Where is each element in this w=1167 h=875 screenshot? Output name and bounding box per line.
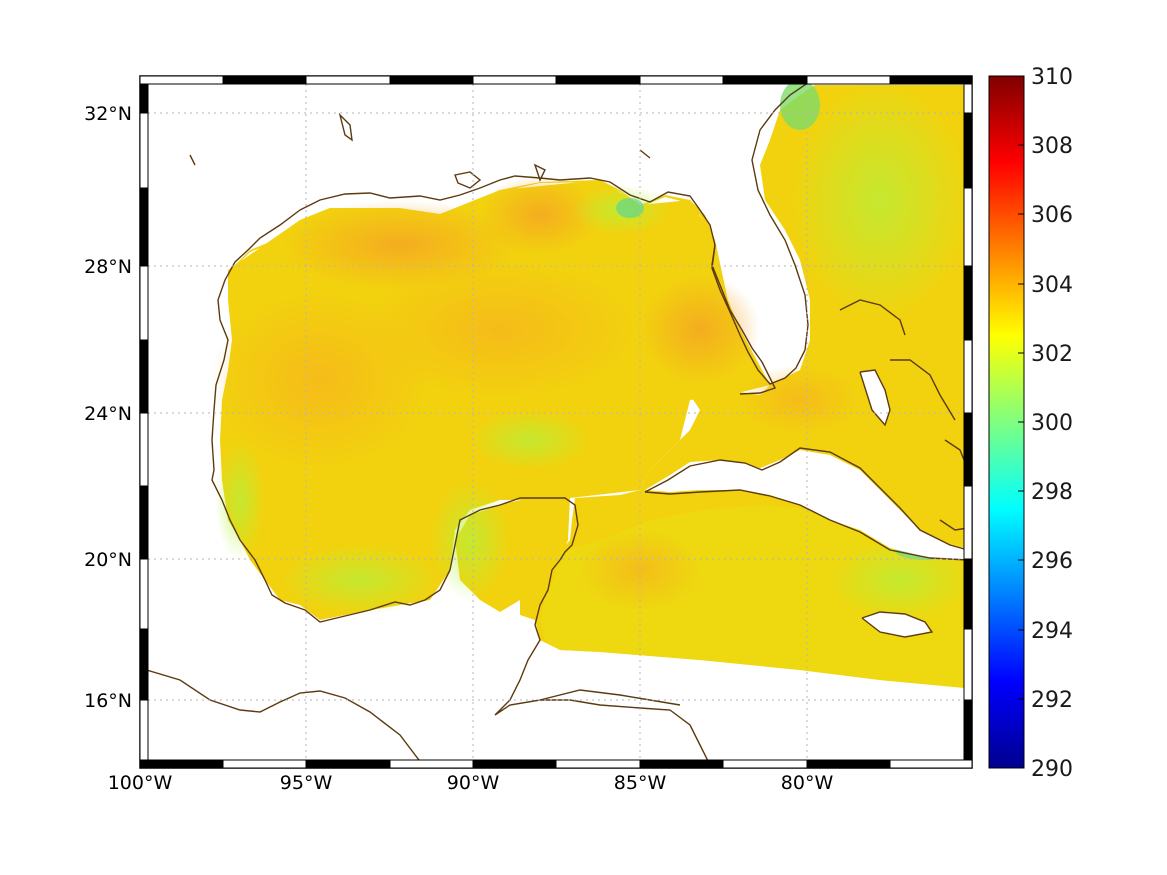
coastline-bahamas [839,299,969,471]
x-axis-labels: 100°W 95°W 90°W 85°W 80°W [108,772,834,794]
graticule [148,84,964,760]
coastline-gulf [140,667,426,768]
x-tick-label: 80°W [781,772,834,794]
x-tick-label: 85°W [614,772,667,794]
frame-right [963,83,973,760]
map-frame [139,75,973,769]
y-axis-labels: 32°N 28°N 24°N 20°N 16°N [84,103,132,712]
colorbar-tick-label: 310 [1031,65,1073,90]
land-bahamas [860,370,890,425]
colorbar-tick-label: 292 [1031,688,1073,713]
colorbar-tick-label: 290 [1031,757,1073,782]
coastline-islands-north [189,112,651,189]
colorbar-tick-label: 298 [1031,480,1073,505]
x-tick-label: 90°W [447,772,500,794]
colorbar-ticks [1018,75,1024,769]
sst-field-west [220,180,770,620]
x-tick-label: 100°W [108,772,173,794]
y-tick-label: 16°N [84,690,132,712]
colorbar-tick-label: 308 [1031,134,1073,159]
colorbar-tick-label: 302 [1031,342,1073,367]
coastlines [140,77,969,768]
colorbar: 310 308 306 304 302 300 298 296 294 292 … [988,65,1073,782]
y-tick-label: 20°N [84,549,132,571]
frame-top [139,75,972,85]
map-area [140,76,972,768]
coastline-cuba [644,447,969,561]
colorbar-tick-label: 294 [1031,619,1073,644]
coastline-yucatan-east [494,559,711,766]
frame-left [139,84,149,761]
y-tick-label: 28°N [84,256,132,278]
colorbar-tick-label: 304 [1031,273,1073,298]
y-tick-label: 32°N [84,103,132,125]
frame-bottom [140,759,973,769]
land-cuba [645,450,965,560]
coastline-jamaica [861,611,934,638]
colorbar-labels: 310 308 306 304 302 300 298 296 294 292 … [1031,65,1073,782]
y-tick-label: 24°N [84,403,132,425]
coastline-honduras [539,689,681,706]
x-tick-label: 95°W [280,772,333,794]
colorbar-tick-label: 300 [1031,411,1073,436]
colorbar-tick-label: 296 [1031,549,1073,574]
colorbar-tick-label: 306 [1031,203,1073,228]
